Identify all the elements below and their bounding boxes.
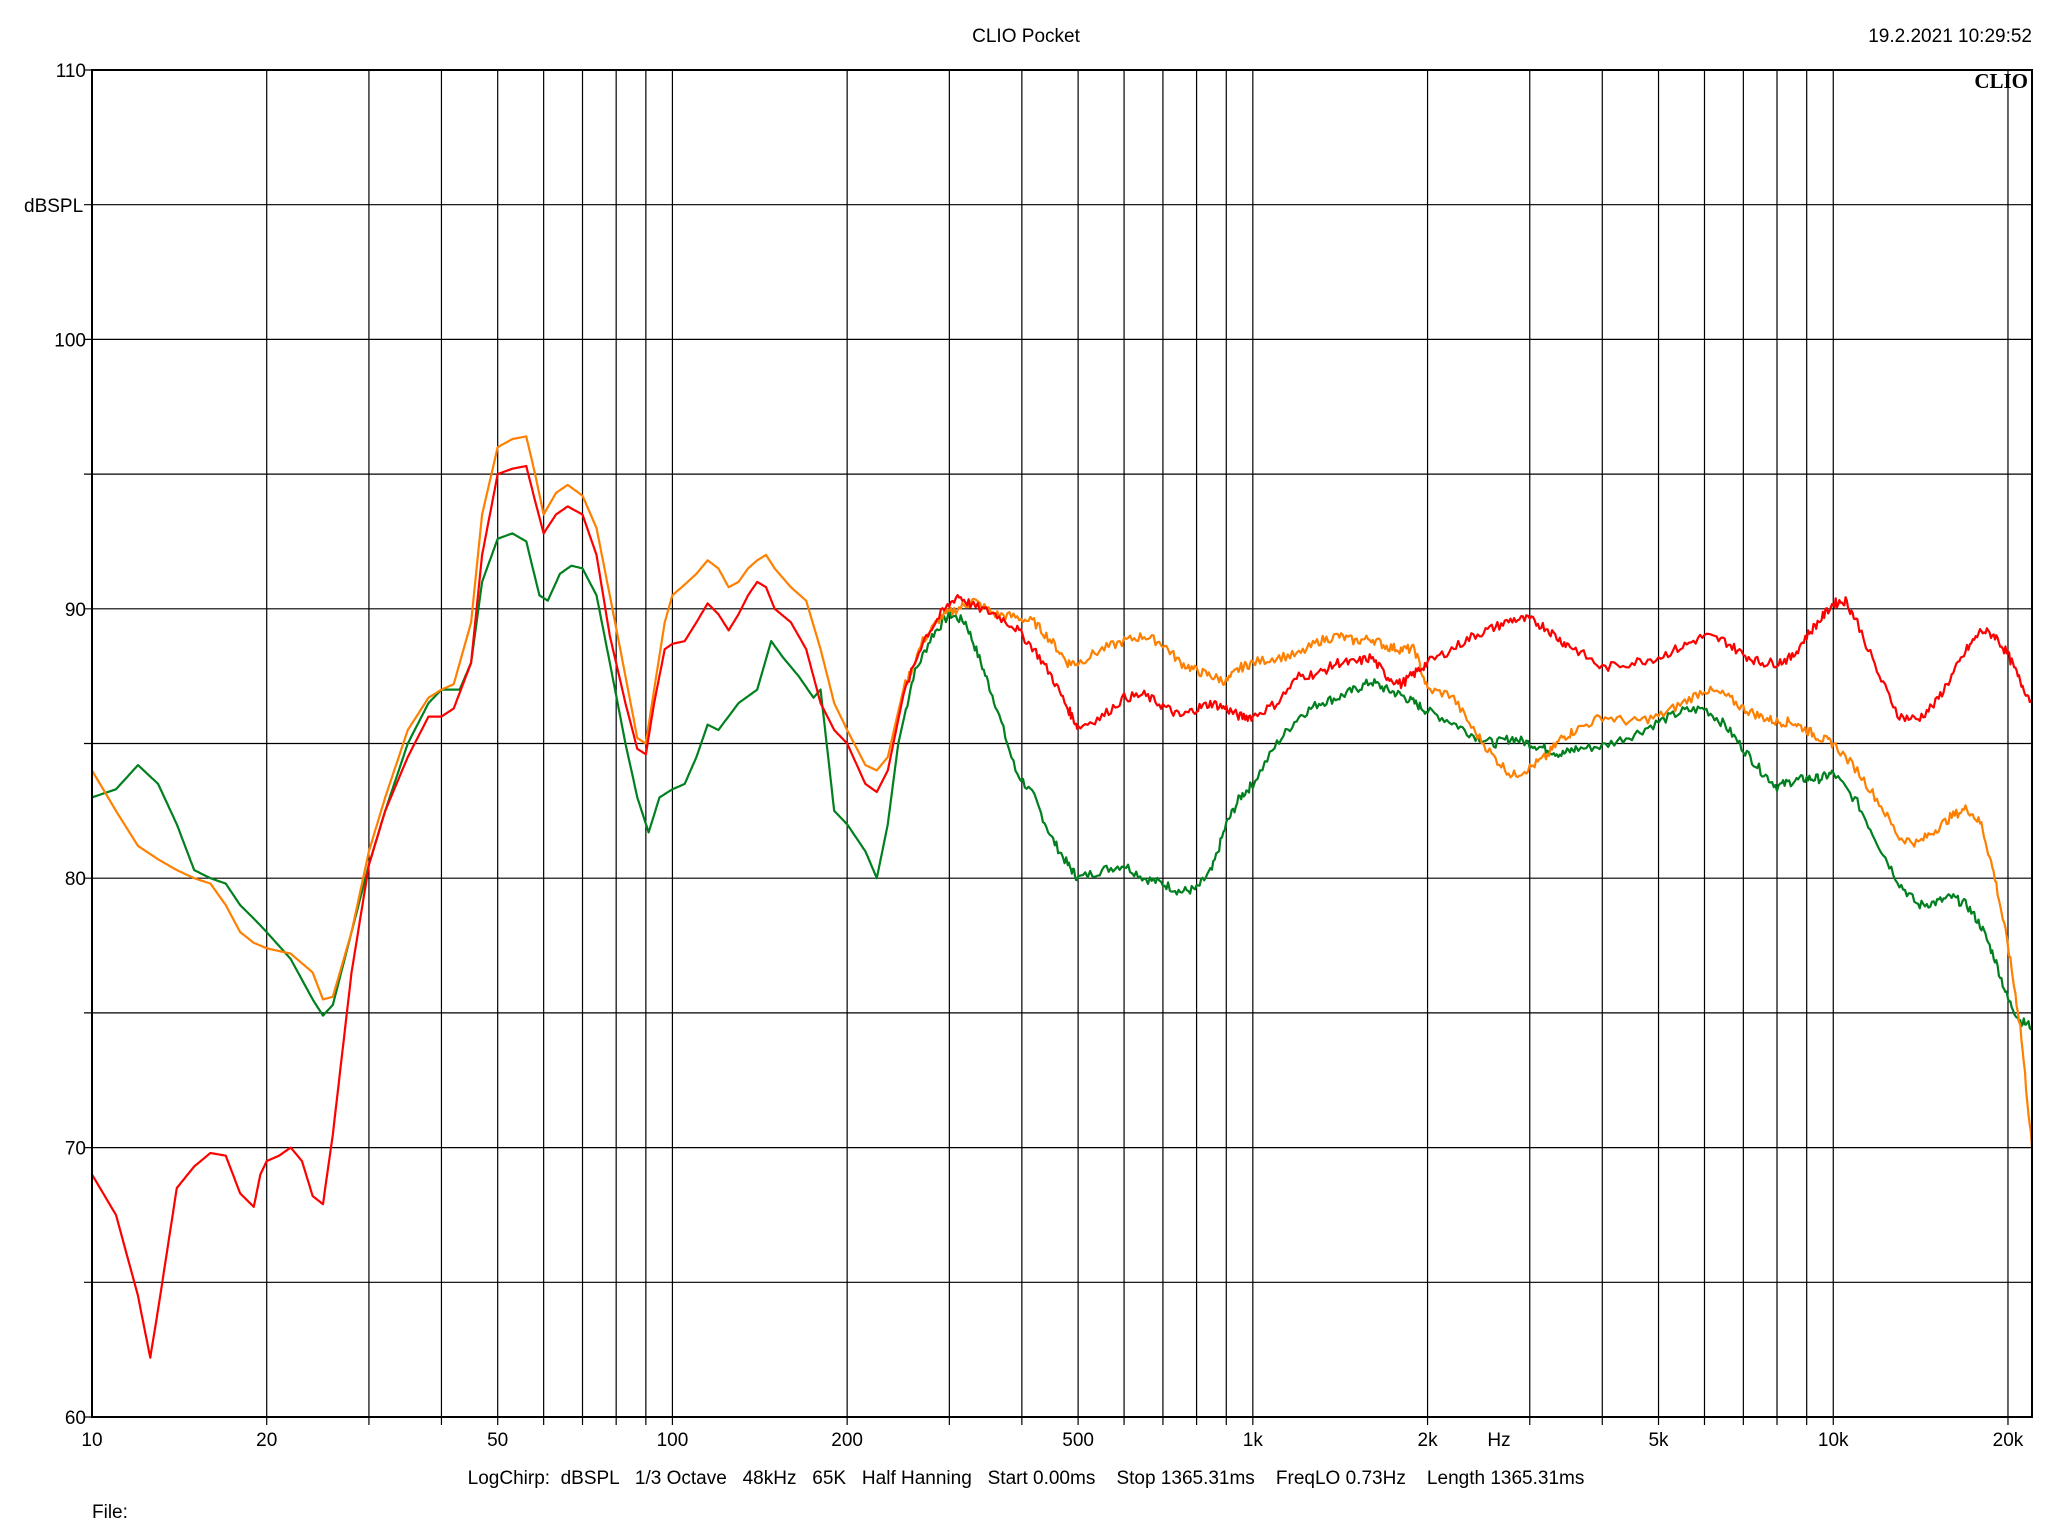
x-axis-label: Hz <box>1487 1430 1510 1451</box>
response-traces <box>90 435 2034 1359</box>
y-tick-label: 110 <box>56 61 86 82</box>
y-tick-label: 60 <box>65 1408 86 1429</box>
y-tick-label: 80 <box>65 869 86 890</box>
plot-frame <box>91 69 2033 1418</box>
y-axis-label: dBSPL <box>24 196 83 217</box>
x-tick-label: 20 <box>256 1430 277 1451</box>
x-axis-tick-labels: 10 20 50 100 200 500 1k 2k 5k 10k 20k <box>81 1430 2023 1451</box>
measurement-settings: LogChirp: dBSPL 1/3 Octave 48kHz 65K Hal… <box>468 1468 1585 1489</box>
x-tick-label: 500 <box>1062 1430 1094 1451</box>
x-tick-label: 200 <box>831 1430 863 1451</box>
response-trace-3 <box>90 464 2034 1359</box>
x-tick-label: 1k <box>1243 1430 1264 1451</box>
x-tick-label: 10k <box>1818 1430 1849 1451</box>
chart-title: CLIO Pocket <box>972 26 1080 47</box>
file-label: File: <box>92 1502 128 1523</box>
x-tick-label: 20k <box>1993 1430 2024 1451</box>
y-tick-label: 70 <box>65 1139 86 1160</box>
y-tick-label: 100 <box>54 330 86 351</box>
y-axis-tick-labels: 60 70 80 90 100 110 <box>54 61 86 1429</box>
clio-logo: CLIO <box>1974 69 2028 93</box>
x-tick-label: 10 <box>81 1430 102 1451</box>
timestamp: 19.2.2021 10:29:52 <box>1868 26 2032 47</box>
response-trace-2 <box>90 435 2034 1149</box>
y-tick-label: 90 <box>65 600 86 621</box>
x-tick-label: 5k <box>1648 1430 1669 1451</box>
x-tick-label: 100 <box>657 1430 689 1451</box>
x-tick-label: 2k <box>1418 1430 1439 1451</box>
x-tick-label: 50 <box>487 1430 508 1451</box>
